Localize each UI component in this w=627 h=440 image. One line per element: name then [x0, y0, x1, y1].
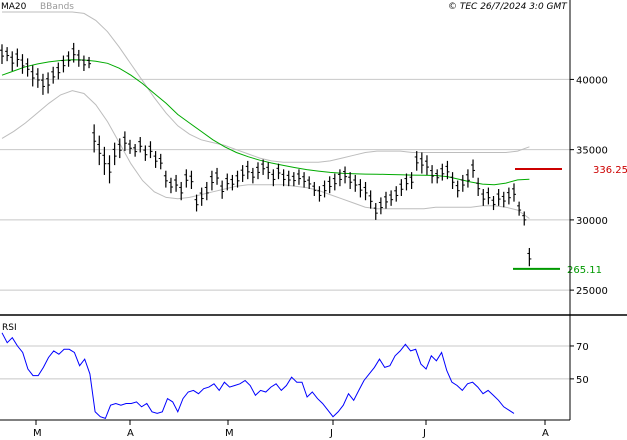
x-tick-label: M	[225, 428, 234, 439]
rsi-y-tick-label: 50	[576, 375, 589, 386]
bollinger-upper-line	[2, 11, 530, 163]
support-label: 265.11	[567, 265, 602, 276]
x-tick-label: M	[33, 428, 42, 439]
x-tick-label: A	[542, 428, 549, 439]
x-tick-label: A	[127, 428, 134, 439]
rsi-title: RSI	[2, 323, 17, 333]
bollinger-lower-line	[1, 90, 530, 219]
bollinger-bands	[1, 11, 530, 219]
price-y-tick-label: 30000	[576, 216, 608, 227]
moving-average	[1, 59, 530, 186]
price-levels: 336.25 265.11	[513, 165, 627, 276]
rsi-line	[1, 332, 515, 420]
ma20-legend: MA20	[1, 2, 27, 12]
tick-labels: 25000 30000 35000 40000 50 70 M A M J J A	[33, 75, 608, 439]
x-tick-label: J	[329, 428, 333, 439]
price-y-tick-label: 25000	[576, 286, 608, 297]
price-y-tick-label: 35000	[576, 146, 608, 157]
price-bars	[0, 42, 532, 267]
grid-lines	[0, 78, 570, 380]
rsi-series	[1, 332, 515, 420]
copyright-text: © TEC 26/7/2024 3:0 GMT	[448, 2, 568, 12]
x-tick-label: J	[422, 428, 426, 439]
resistance-label: 336.25	[593, 165, 627, 176]
axes	[0, 0, 627, 425]
bbands-legend: BBands	[40, 2, 74, 12]
price-y-tick-label: 40000	[576, 75, 608, 86]
ma20-line	[1, 59, 530, 186]
rsi-y-tick-label: 70	[576, 342, 589, 353]
